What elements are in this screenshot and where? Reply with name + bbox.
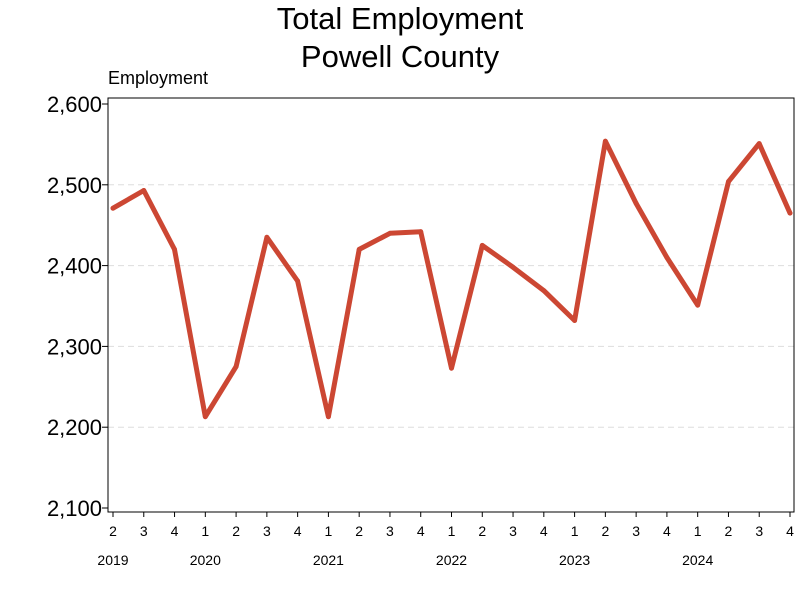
data-point bbox=[787, 210, 793, 216]
x-tick-label: 4 bbox=[171, 523, 179, 539]
data-point bbox=[602, 138, 608, 144]
data-point bbox=[295, 278, 301, 284]
x-tick-label: 1 bbox=[694, 523, 702, 539]
x-tick-label: 2 bbox=[232, 523, 240, 539]
x-tick-label: 4 bbox=[663, 523, 671, 539]
data-point bbox=[756, 141, 762, 146]
year-label: 2020 bbox=[190, 552, 221, 568]
plot-frame bbox=[107, 97, 795, 513]
x-tick-label: 3 bbox=[263, 523, 271, 539]
series-line bbox=[110, 138, 793, 420]
x-tick-label: 3 bbox=[509, 523, 517, 539]
data-point bbox=[141, 188, 147, 193]
data-point bbox=[726, 179, 731, 184]
x-tick-label: 1 bbox=[325, 523, 333, 539]
data-point bbox=[172, 247, 177, 252]
data-point bbox=[264, 234, 270, 240]
year-label: 2022 bbox=[436, 552, 467, 568]
year-label: 2019 bbox=[97, 552, 128, 568]
x-tick-label: 3 bbox=[755, 523, 763, 539]
data-point bbox=[510, 264, 516, 270]
x-tick-label: 3 bbox=[386, 523, 394, 539]
data-point bbox=[449, 365, 454, 371]
y-tick-label: 2,400 bbox=[47, 254, 102, 279]
x-tick-label: 2 bbox=[109, 523, 117, 539]
data-point bbox=[326, 414, 331, 420]
x-tick-label: 2 bbox=[355, 523, 363, 539]
x-tick-label: 3 bbox=[632, 523, 640, 539]
chart-subtitle: Powell County bbox=[300, 39, 500, 74]
x-tick-label: 4 bbox=[786, 523, 794, 539]
x-tick-label: 4 bbox=[294, 523, 302, 539]
y-axis-label: Employment bbox=[108, 68, 209, 88]
x-tick-label: 1 bbox=[571, 523, 579, 539]
y-tick-label: 2,600 bbox=[47, 92, 102, 117]
x-tick-label: 1 bbox=[201, 523, 209, 539]
gridlines bbox=[108, 184, 794, 428]
data-point bbox=[418, 229, 424, 235]
data-point bbox=[387, 230, 393, 236]
year-label: 2023 bbox=[559, 552, 590, 568]
y-tick-label: 2,100 bbox=[47, 496, 102, 521]
data-point bbox=[233, 364, 239, 369]
data-point bbox=[695, 302, 701, 308]
x-tick-label: 1 bbox=[448, 523, 456, 539]
data-point bbox=[633, 200, 639, 206]
year-label: 2021 bbox=[313, 552, 344, 568]
series-layer bbox=[110, 138, 793, 420]
x-tick-label: 2 bbox=[478, 523, 486, 539]
year-label: 2024 bbox=[682, 552, 713, 568]
x-tick-label: 4 bbox=[540, 523, 548, 539]
chart-title: Total Employment bbox=[276, 1, 524, 36]
data-point bbox=[541, 288, 547, 294]
x-tick-label: 2 bbox=[725, 523, 733, 539]
data-point bbox=[356, 247, 362, 252]
y-tick-label: 2,300 bbox=[47, 334, 102, 359]
data-point bbox=[202, 414, 208, 420]
data-point bbox=[110, 205, 116, 211]
data-point bbox=[572, 318, 577, 323]
data-point bbox=[664, 255, 670, 260]
y-tick-label: 2,500 bbox=[47, 173, 102, 198]
x-tick-label: 3 bbox=[140, 523, 148, 539]
x-axis-ticks: 2 3 4 1 2 3 4 1 2 3 4 1 2 3 4 1 2 3 4 1 2 3 4 2019 2020 2021 2022 2… bbox=[97, 512, 794, 568]
y-tick-label: 2,200 bbox=[47, 415, 102, 440]
y-axis-ticks: 2,100 2,200 2,300 2,400 2,500 2,600 bbox=[47, 92, 108, 521]
data-point bbox=[479, 243, 485, 248]
x-tick-label: 2 bbox=[601, 523, 609, 539]
x-tick-label: 4 bbox=[417, 523, 425, 539]
